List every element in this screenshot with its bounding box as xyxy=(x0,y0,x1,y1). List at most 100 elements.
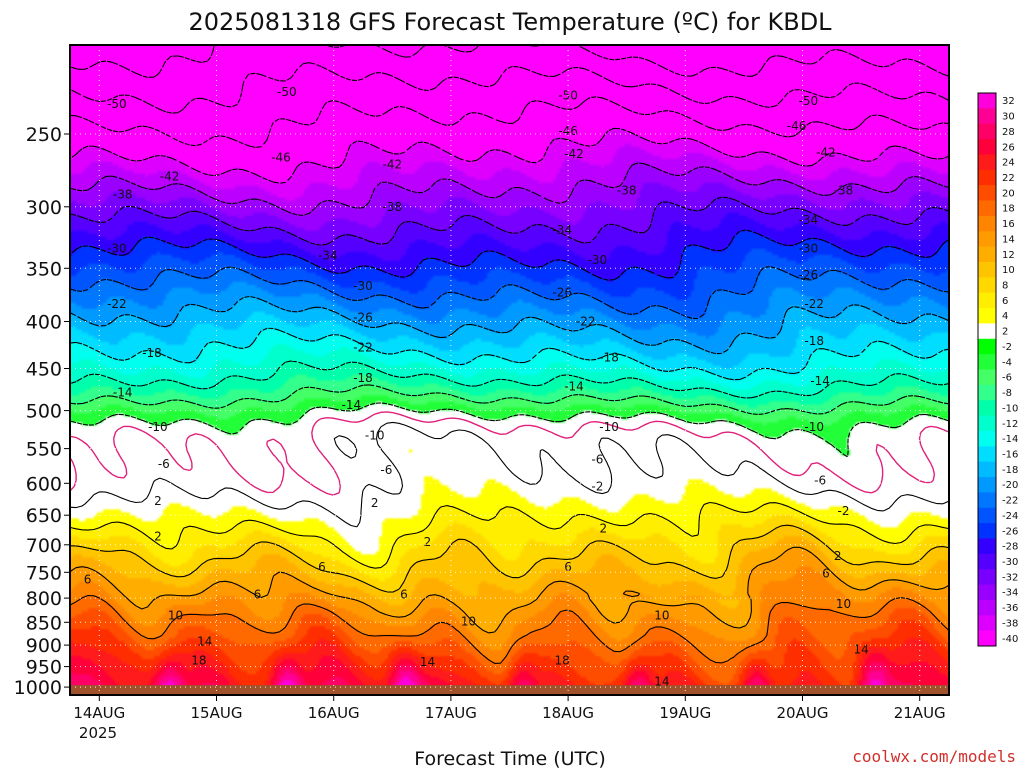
contour-label: -42 xyxy=(160,169,180,183)
y-tick-label: 600 xyxy=(26,473,62,495)
contour-label: -2 xyxy=(838,504,850,518)
contour--38 xyxy=(70,127,949,184)
contour-label: 6 xyxy=(254,588,262,602)
contour-label: 2 xyxy=(834,549,842,563)
colorbar-swatch xyxy=(978,538,996,555)
colorbar-tick-label: -18 xyxy=(1002,465,1018,476)
contour-label: 6 xyxy=(84,573,92,587)
colorbar-swatch xyxy=(978,599,996,616)
time-axis: 14AUG 15AUG 16AUG 17AUG 18AUG 19AUG 20AUG 21AUG xyxy=(73,695,946,722)
contour-label: -42 xyxy=(382,158,402,172)
contour--10 xyxy=(70,360,949,399)
contour-label: -14 xyxy=(564,380,584,394)
colorbar-swatch xyxy=(978,584,996,601)
colorbar-tick-label: -24 xyxy=(1002,511,1018,522)
colorbar-tick-label: 12 xyxy=(1002,250,1015,261)
contour-label: -22 xyxy=(107,297,127,311)
colorbar-swatch xyxy=(978,231,996,248)
colorbar-tick-label: 24 xyxy=(1002,158,1015,169)
colorbar-tick-label: 22 xyxy=(1002,173,1015,184)
contour-label: -6 xyxy=(591,452,603,466)
colorbar-tick-label: -8 xyxy=(1002,388,1012,399)
colorbar-swatch xyxy=(978,461,996,478)
contour-label: 2 xyxy=(154,494,162,508)
contour-label: -30 xyxy=(353,279,373,293)
contour-label: -38 xyxy=(834,184,854,198)
contour-label: 14 xyxy=(197,635,212,649)
colorbar-tick-label: 28 xyxy=(1002,127,1015,138)
contour--30 xyxy=(70,196,949,246)
colorbar-swatch xyxy=(978,108,996,125)
contour-label: -30 xyxy=(799,241,819,255)
colorbar-tick-label: -26 xyxy=(1002,526,1018,537)
contour-label: 2 xyxy=(154,530,162,544)
contour-label: -34 xyxy=(799,213,819,227)
temperature-field: -50-50 -50 -50-46-46 -46-42-42-42 -42-38-38-… xyxy=(70,45,949,695)
contour-label: -34 xyxy=(318,249,338,263)
contour-label: 14 xyxy=(420,655,435,669)
colorbar-tick-label: 30 xyxy=(1002,112,1015,123)
colorbar-swatch xyxy=(978,553,996,570)
contour--42 xyxy=(70,96,949,148)
gridlines xyxy=(70,45,949,695)
contour-label: -10 xyxy=(599,420,619,434)
contour--22 xyxy=(70,266,949,320)
x-tick-label: 20AUG xyxy=(777,704,829,722)
colorbar-tick-label: 4 xyxy=(1002,311,1008,322)
contour-label: -18 xyxy=(353,371,373,385)
contour-18 xyxy=(70,594,949,664)
colorbar-swatch xyxy=(978,477,996,493)
colorbar-swatch xyxy=(978,415,996,432)
colorbar-tick-label: -10 xyxy=(1002,403,1018,414)
credit-link[interactable]: coolwx.com/models xyxy=(852,747,1016,766)
x-sublabel: 2025 xyxy=(79,724,117,742)
contour-label: 2 xyxy=(599,522,607,536)
colorbar-tick-label: 14 xyxy=(1002,234,1015,245)
y-tick-label: 300 xyxy=(26,197,62,219)
colorbar-swatch xyxy=(978,400,996,416)
contour-label: -26 xyxy=(353,311,373,325)
contour-label: -38 xyxy=(382,200,402,214)
colorbar-tick-label: -16 xyxy=(1002,449,1018,460)
y-tick-label: 500 xyxy=(26,401,62,423)
colorbar-swatch xyxy=(978,338,996,355)
y-tick-label: 250 xyxy=(26,124,62,146)
colorbar-tick-label: 20 xyxy=(1002,188,1015,199)
colorbar-tick-label: 16 xyxy=(1002,219,1015,230)
colorbar-swatch xyxy=(978,123,996,140)
contour-label: -14 xyxy=(341,398,361,412)
colorbar-swatch xyxy=(978,93,996,109)
colorbar-frame xyxy=(977,92,997,647)
colorbar-tick-label: -22 xyxy=(1002,496,1018,507)
x-tick-label: 16AUG xyxy=(308,704,360,722)
colorbar-swatch xyxy=(978,384,996,401)
contour--18 xyxy=(70,295,949,355)
contour-label: 2 xyxy=(424,535,432,549)
colorbar-tick-label: -30 xyxy=(1002,557,1018,568)
colorbar-tick-label: -2 xyxy=(1002,342,1012,353)
colorbar-swatch xyxy=(978,139,996,155)
colorbar-swatch xyxy=(978,154,996,171)
contour-label: 6 xyxy=(318,560,326,574)
colorbar-swatch xyxy=(978,292,996,309)
colorbar-swatch xyxy=(978,369,996,386)
colorbar-tick-label: -28 xyxy=(1002,542,1018,553)
colorbar-swatch xyxy=(978,246,996,263)
contour-label: 2 xyxy=(371,496,379,510)
contour-label: -18 xyxy=(142,346,162,360)
y-tick-label: 450 xyxy=(26,359,62,381)
contour-label: -6 xyxy=(814,474,826,488)
colorbar-tick-label: -32 xyxy=(1002,572,1018,583)
y-tick-label: 900 xyxy=(26,635,62,657)
contour-label: 6 xyxy=(564,560,572,574)
colorbar-tick-label: 10 xyxy=(1002,265,1015,276)
x-tick-label: 19AUG xyxy=(659,704,711,722)
contour--50 xyxy=(70,45,949,78)
contour-label: -30 xyxy=(107,241,127,255)
contour-label: 14 xyxy=(853,643,868,657)
colorbar-tick-label: -12 xyxy=(1002,419,1018,430)
colorbar-tick-label: -38 xyxy=(1002,618,1018,629)
colorbar-swatch xyxy=(978,323,996,340)
y-tick-label: 400 xyxy=(26,312,62,334)
colorbar-tick-label: 2 xyxy=(1002,327,1008,338)
